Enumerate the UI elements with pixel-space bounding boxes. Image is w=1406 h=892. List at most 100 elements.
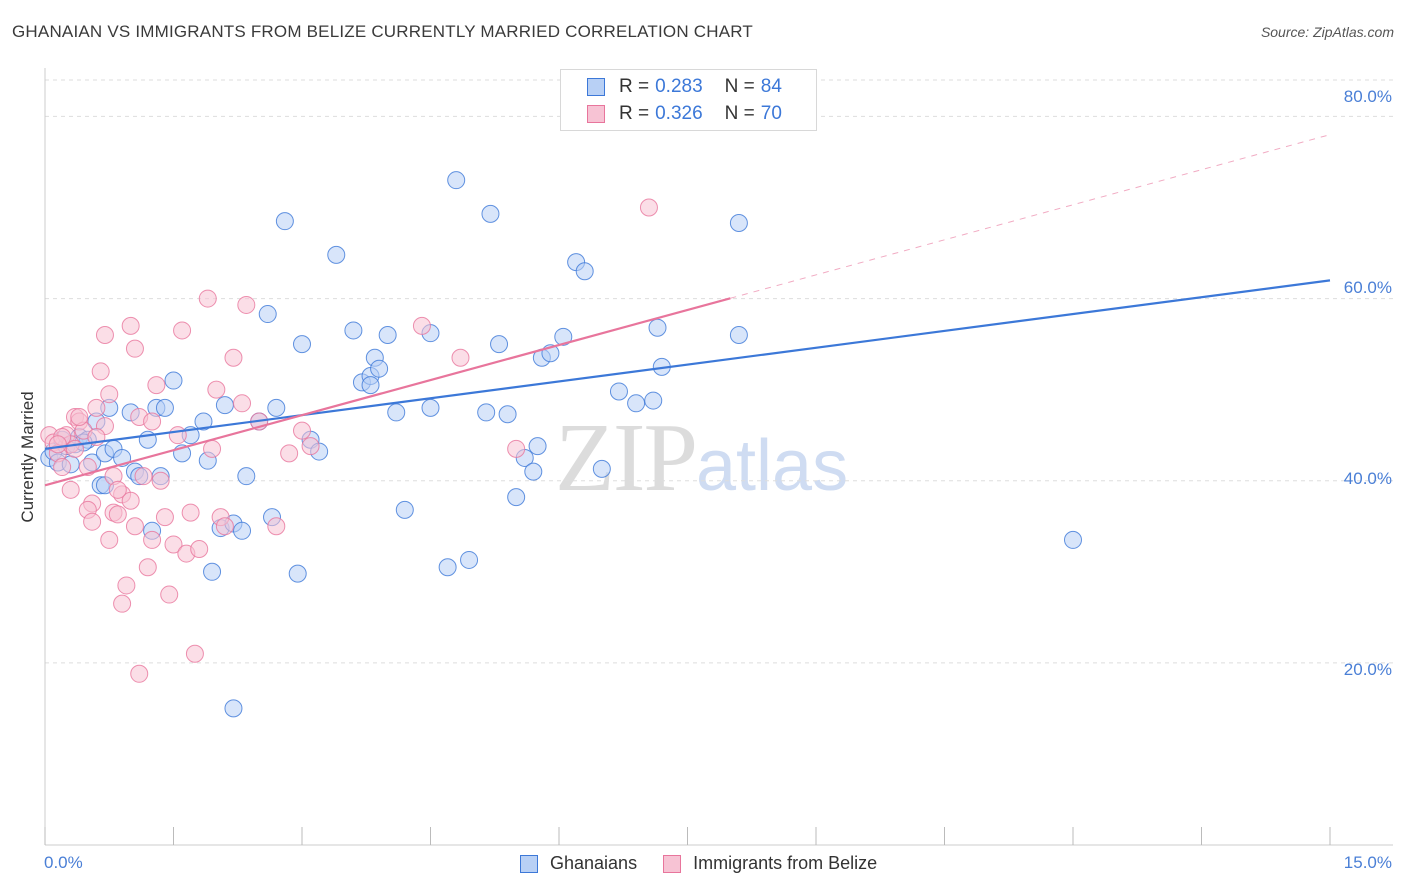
point-ghanaians [194,412,213,431]
y-tick-label-60: 60.0% [1343,278,1392,297]
point-belize [267,517,286,536]
point-belize [87,398,106,417]
legend-row-belize: R = 0.326 N = 70 [587,103,782,125]
point-ghanaians [288,564,307,583]
point-belize [190,540,209,559]
point-ghanaians [627,394,646,413]
correlation-legend: R = 0.283 N = 84 R = 0.326 N = 70 [560,69,817,131]
point-belize [173,321,192,340]
point-belize [147,376,166,395]
legend-n-value: 84 [760,76,782,97]
legend-swatch-pink [587,105,605,123]
point-ghanaians [155,398,174,417]
point-belize [301,437,320,456]
point-ghanaians [1064,530,1082,549]
point-ghanaians [370,359,389,378]
legend-label-belize: Immigrants from Belize [693,853,878,873]
x-tick-label-min: 0.0% [44,853,83,872]
point-belize [100,530,119,549]
point-belize [125,339,144,358]
point-ghanaians [233,521,252,540]
legend-swatch-belize [663,854,682,873]
point-ghanaians [421,398,440,417]
point-ghanaians [460,550,479,569]
point-belize [138,558,157,577]
point-ghanaians [203,562,222,581]
y-tick-label-80: 80.0% [1343,87,1392,106]
legend-n-label: N = [724,103,755,124]
point-ghanaians [447,171,466,190]
point-ghanaians [498,405,517,424]
point-ghanaians [528,437,547,456]
point-ghanaians [729,213,748,232]
point-belize [130,664,149,683]
point-belize [95,326,114,344]
point-ghanaians [387,403,406,422]
point-belize [108,505,127,524]
point-belize [117,576,136,595]
point-ghanaians [438,558,457,577]
point-ghanaians [224,699,243,718]
trendline-belize [44,297,731,487]
legend-r-value: 0.326 [655,103,703,124]
legend-n-label: N = [724,76,755,97]
legend-swatch-blue [587,78,605,96]
point-belize [155,508,174,527]
point-belize [185,644,204,663]
x-tick-label-max: 15.0% [1343,853,1392,872]
point-belize [215,517,234,536]
point-ghanaians [609,382,628,401]
point-belize [181,503,200,522]
point-belize [151,471,170,490]
point-belize [83,512,102,531]
point-ghanaians [164,371,183,390]
point-belize [233,394,252,413]
point-belize [65,439,84,458]
point-ghanaians [395,500,414,519]
point-belize [113,594,132,613]
y-tick-label-20: 20.0% [1343,660,1392,679]
point-belize [224,348,243,367]
point-ghanaians [648,318,667,337]
point-ghanaians [275,212,294,231]
point-belize [143,412,162,431]
point-belize [639,198,658,217]
point-belize [61,480,80,499]
point-ghanaians [477,403,496,422]
legend-item-ghanaians[interactable]: Ghanaians [520,853,637,874]
point-ghanaians [378,326,397,344]
legend-r-value: 0.283 [655,76,703,97]
point-ghanaians [490,335,509,354]
point-ghanaians [729,326,748,344]
point-belize [91,362,110,381]
point-ghanaians [267,398,286,417]
point-ghanaians [237,467,256,486]
point-ghanaians [644,391,663,410]
source-label: Source: ZipAtlas.com [1260,24,1394,40]
legend-item-belize[interactable]: Immigrants from Belize [663,853,877,874]
point-belize [121,316,140,335]
trendline-belize-extension [730,134,1331,299]
point-belize [53,458,72,477]
point-belize [160,585,179,604]
point-belize [507,439,526,458]
legend-r-label: R = [619,76,650,97]
point-belize [100,385,119,404]
point-ghanaians [215,396,234,415]
point-ghanaians [344,321,363,340]
point-ghanaians [258,305,277,324]
point-ghanaians [507,488,526,507]
point-ghanaians [554,327,573,346]
point-belize [412,316,431,335]
chart-title: GHANAIAN VS IMMIGRANTS FROM BELIZE CURRE… [12,22,753,41]
trendline-ghanaians [44,279,1331,450]
y-tick-label-40: 40.0% [1343,469,1392,488]
watermark-zip: ZIP [555,404,698,512]
legend-n-value: 70 [760,103,782,124]
point-belize [293,421,311,440]
point-ghanaians [293,335,311,354]
point-belize [168,426,187,445]
point-ghanaians [524,462,543,481]
point-ghanaians [575,262,594,281]
